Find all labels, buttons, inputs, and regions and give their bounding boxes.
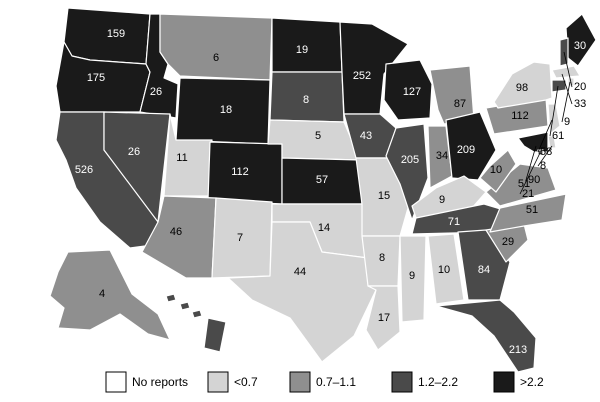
state-label-la: 17 <box>378 312 390 324</box>
state-label-mt: 6 <box>213 52 219 64</box>
state-label-mo: 15 <box>378 190 390 202</box>
legend-label-no-reports: No reports <box>132 375 188 389</box>
state-label-sd: 8 <box>303 94 309 106</box>
legend-swatch-lt-0-7 <box>207 371 229 393</box>
state-label-nv: 26 <box>128 146 140 158</box>
state-va <box>485 163 557 207</box>
state-label-ca: 526 <box>75 164 93 176</box>
legend-swatch-b0-7-1-1 <box>289 371 311 393</box>
state-label-tx: 44 <box>294 266 306 278</box>
state-mt <box>159 13 273 81</box>
state-label-or: 175 <box>87 72 105 84</box>
legend-swatch-b1-2-2-2 <box>391 371 413 393</box>
leader-line-dc <box>519 152 541 195</box>
state-label-az: 46 <box>170 226 182 238</box>
legend: No reports <0.7 0.7–1.1 1.2–2.2 >2.2 <box>105 371 544 393</box>
state-label-ma: 33 <box>574 98 586 110</box>
state-label-hi: 26 <box>224 330 236 342</box>
legend-swatch-gt-2-2 <box>493 371 515 393</box>
state-oh <box>445 111 497 181</box>
state-label-fl: 213 <box>509 344 527 356</box>
leader-line-ri <box>561 81 571 123</box>
state-nc <box>489 193 567 233</box>
state-label-nm: 7 <box>237 232 243 244</box>
legend-label-gt-2-2: >2.2 <box>520 375 544 389</box>
state-wi <box>383 59 433 121</box>
state-label-al: 10 <box>438 264 450 276</box>
leader-line-ma <box>561 73 573 105</box>
state-label-ny: 98 <box>516 82 528 94</box>
state-de <box>547 135 557 149</box>
state-label-de: 8 <box>540 160 546 172</box>
state-label-wy: 18 <box>220 104 232 116</box>
state-hi-island-2 <box>179 301 191 311</box>
state-label-md: 90 <box>528 174 540 186</box>
state-tx <box>227 221 377 363</box>
state-il <box>385 123 429 221</box>
state-label-nd: 19 <box>296 44 308 56</box>
state-label-tn: 71 <box>448 216 460 228</box>
state-ct <box>551 79 567 93</box>
state-al <box>427 233 465 305</box>
leader-line-nh <box>563 51 573 88</box>
leader-line-ct <box>549 85 559 137</box>
state-label-sc: 29 <box>502 236 514 248</box>
state-label-wa: 159 <box>107 28 125 40</box>
state-hi-island-1 <box>165 293 177 303</box>
state-label-id: 26 <box>150 86 162 98</box>
legend-label-b0-7-1-1: 0.7–1.1 <box>316 375 356 389</box>
state-mn <box>339 21 409 115</box>
legend-label-b1-2-2-2: 1.2–2.2 <box>418 375 458 389</box>
state-label-ar: 8 <box>379 252 385 264</box>
state-ak <box>49 249 171 341</box>
state-label-ia: 43 <box>360 130 372 142</box>
state-la <box>365 285 401 351</box>
state-hi <box>203 317 227 353</box>
leader-line-md <box>525 145 537 181</box>
state-label-oh: 209 <box>457 144 475 156</box>
state-label-ks: 57 <box>316 174 328 186</box>
state-label-ri: 9 <box>564 116 570 128</box>
state-label-pa: 112 <box>511 110 529 122</box>
state-nj <box>547 103 561 135</box>
state-label-in: 34 <box>436 150 448 162</box>
state-label-ak: 4 <box>99 288 105 300</box>
state-shapes <box>49 7 597 373</box>
state-label-dc: 21 <box>522 188 534 200</box>
state-label-mn: 252 <box>353 70 371 82</box>
state-label-co: 112 <box>231 166 249 178</box>
state-label-mi: 87 <box>454 98 466 110</box>
legend-swatch-no-reports <box>105 371 127 393</box>
state-label-ct: 61 <box>552 130 564 142</box>
state-label-ok: 14 <box>318 222 330 234</box>
state-label-nc: 51 <box>526 204 538 216</box>
state-label-me: 30 <box>574 40 586 52</box>
state-label-wi: 127 <box>403 86 421 98</box>
state-ma <box>551 65 581 79</box>
state-label-nh: 20 <box>574 81 586 93</box>
state-ny <box>493 61 553 109</box>
state-label-ms: 9 <box>409 270 415 282</box>
state-vt <box>549 41 561 69</box>
state-label-il: 205 <box>401 154 419 166</box>
state-label-va: 51 <box>518 178 530 190</box>
state-label-ky: 9 <box>439 194 445 206</box>
state-hi-island-3 <box>191 309 203 319</box>
state-label-nj: 58 <box>540 146 552 158</box>
state-label-wv: 10 <box>490 164 502 176</box>
leader-lines <box>519 51 573 195</box>
state-label-ut: 11 <box>176 152 187 164</box>
state-fl <box>435 299 537 373</box>
legend-label-lt-0-7: <0.7 <box>234 375 258 389</box>
state-label-ga: 84 <box>478 264 490 276</box>
state-label-ne: 5 <box>315 130 321 142</box>
leader-line-nj <box>537 119 553 153</box>
state-ms <box>399 235 427 323</box>
leader-line-de <box>537 145 553 167</box>
state-wv <box>479 149 517 193</box>
